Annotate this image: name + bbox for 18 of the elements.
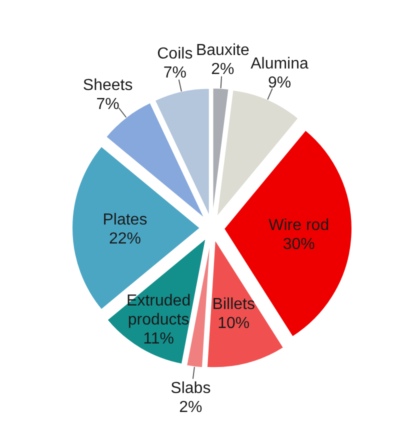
slice-label: Plates — [102, 212, 148, 228]
data-label: 10% — [218, 314, 250, 332]
slice-label: Coils — [157, 46, 193, 63]
data-label: 7% — [163, 64, 186, 82]
slice-label: Sheets — [82, 77, 133, 94]
slice-label: Slabs — [170, 380, 211, 398]
data-label: 7% — [96, 96, 120, 114]
slice-label: Extruded products — [126, 292, 191, 328]
data-label: 2% — [211, 60, 234, 78]
data-label: 22% — [108, 230, 141, 248]
slice-label: Bauxite — [196, 42, 250, 59]
slice-label: Wire rod — [268, 216, 330, 234]
data-label: 9% — [268, 74, 292, 92]
data-label: 11% — [143, 330, 174, 348]
data-label: 30% — [282, 236, 315, 253]
slice-label: Alumina — [250, 55, 309, 72]
slice-label: Billets — [212, 296, 255, 313]
data-label: 2% — [179, 399, 202, 416]
